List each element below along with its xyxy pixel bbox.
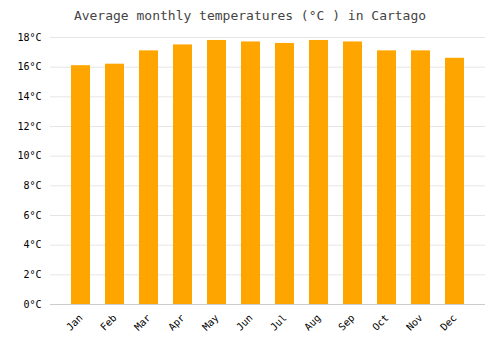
svg-text:Jan: Jan xyxy=(64,312,85,333)
svg-text:14°C: 14°C xyxy=(17,91,41,102)
svg-text:Oct: Oct xyxy=(370,312,391,333)
svg-text:16°C: 16°C xyxy=(17,61,41,72)
svg-text:4°C: 4°C xyxy=(23,239,41,250)
svg-text:Feb: Feb xyxy=(98,312,119,333)
svg-text:May: May xyxy=(200,312,221,333)
html-text:Average monthly temperatures (: Average monthly temperatures (°C ) in Ca… xyxy=(73,8,427,23)
svg-text:Nov: Nov xyxy=(404,312,425,333)
svg-text:Jun: Jun xyxy=(234,312,255,333)
svg-text:12°C: 12°C xyxy=(17,121,41,132)
svg-text:Jul: Jul xyxy=(268,312,289,333)
svg-text:0°C: 0°C xyxy=(23,299,41,310)
svg-text:Sep: Sep xyxy=(336,312,357,333)
svg-text:Apr: Apr xyxy=(166,312,187,333)
svg-text:Mar: Mar xyxy=(132,312,153,333)
svg-text:2°C: 2°C xyxy=(23,269,41,280)
svg-text:6°C: 6°C xyxy=(23,210,41,221)
svg-text:Aug: Aug xyxy=(302,312,323,333)
svg-text:Dec: Dec xyxy=(438,312,459,333)
svg-text:8°C: 8°C xyxy=(23,180,41,191)
svg-text:10°C: 10°C xyxy=(17,150,41,161)
svg-text:18°C: 18°C xyxy=(17,32,41,43)
